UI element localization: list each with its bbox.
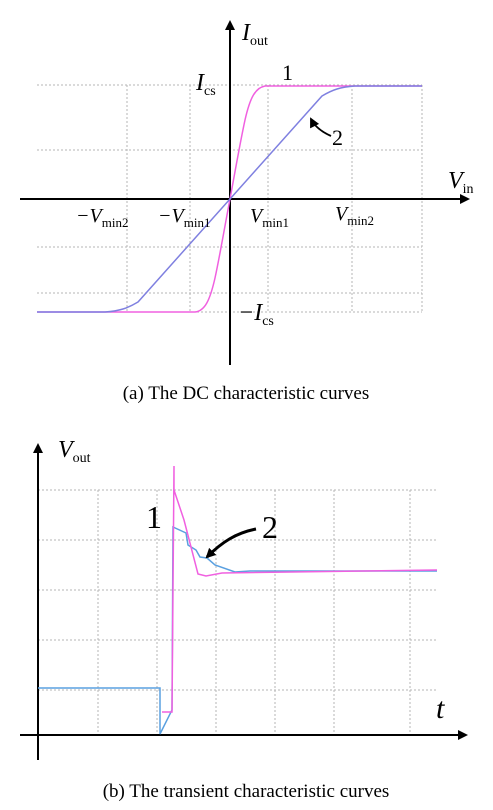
dc-x-axis-label: Vin xyxy=(448,168,474,197)
neg-ics-label: −Ics xyxy=(238,300,274,329)
transient-curve-2 xyxy=(38,525,437,735)
tick-vmin1: Vmin1 xyxy=(250,205,289,230)
transient-curve-1-label: 1 xyxy=(146,499,162,535)
dc-curve-2 xyxy=(37,85,422,313)
tick-neg-vmin2: −Vmin2 xyxy=(76,205,128,230)
tick-neg-vmin1: −Vmin1 xyxy=(158,205,210,230)
transient-characteristic-panel: Vout t 1 2 (b) The transient characteris… xyxy=(20,437,468,802)
transient-curve-1 xyxy=(162,465,438,713)
transient-caption: (b) The transient characteristic curves xyxy=(103,781,390,802)
dc-curve-2-pointer-arrow xyxy=(310,117,332,137)
transient-grid xyxy=(38,489,438,735)
transient-y-axis-label: Vout xyxy=(58,437,91,466)
tick-vmin2: Vmin2 xyxy=(335,203,374,228)
dc-curve-1-label: 1 xyxy=(282,60,293,85)
dc-curve-2-label: 2 xyxy=(332,125,343,150)
transient-curve-2-pointer-arrow xyxy=(205,527,257,559)
ics-label: Ics xyxy=(195,70,216,99)
transient-x-axis-label: t xyxy=(436,692,445,725)
dc-characteristic-panel: Iout Vin Ics −Ics −Vmin2 −Vmin1 Vmin1 Vm… xyxy=(20,20,474,404)
transient-curve-2-label: 2 xyxy=(262,509,278,545)
dc-y-axis-label: Iout xyxy=(241,20,268,49)
dc-caption: (a) The DC characteristic curves xyxy=(123,383,370,404)
